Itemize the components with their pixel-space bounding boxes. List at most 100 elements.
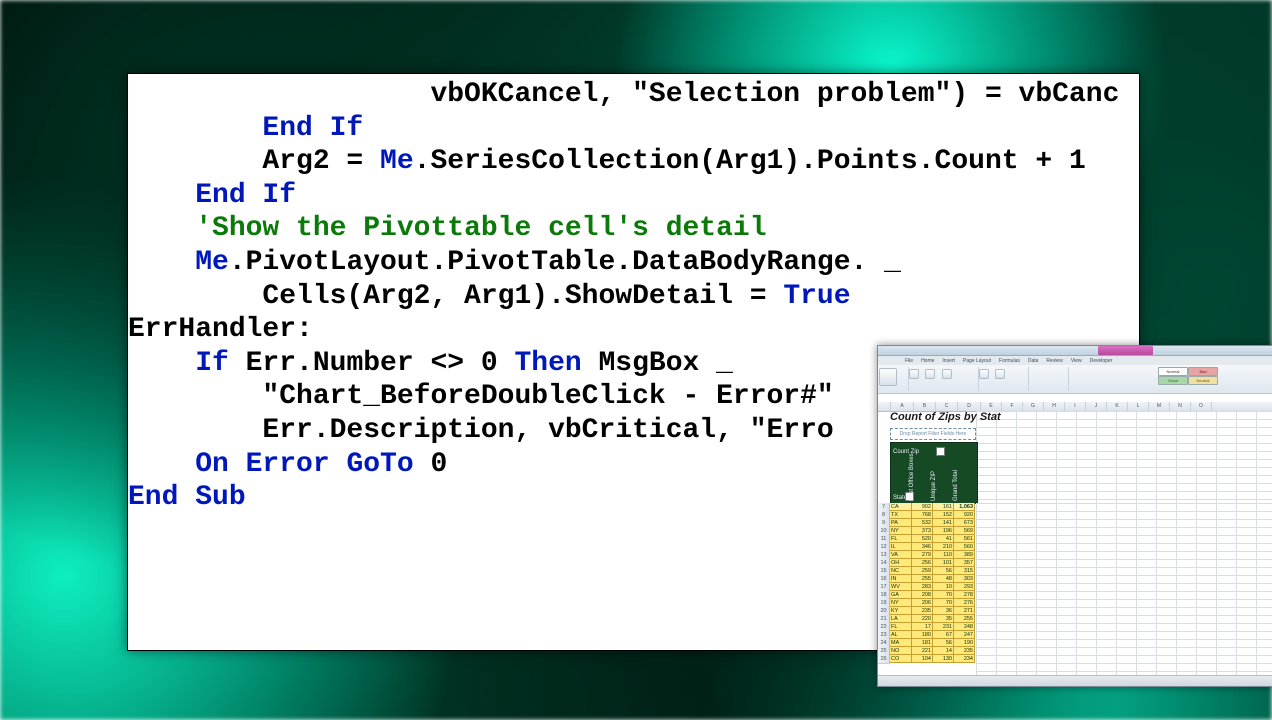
pivot-cell-value[interactable]: 110: [933, 551, 954, 559]
pivot-cell-value[interactable]: 768: [912, 511, 933, 519]
pivot-cell-state[interactable]: IN: [890, 575, 912, 583]
pivot-cell-value[interactable]: 210: [933, 543, 954, 551]
pivot-row[interactable]: 14OH256101357: [890, 559, 976, 567]
pivot-cell-value[interactable]: 920: [954, 511, 975, 519]
column-header-C[interactable]: C: [936, 402, 958, 411]
pivot-cell-state[interactable]: VA: [890, 551, 912, 559]
select-all-corner[interactable]: [878, 402, 891, 411]
pivot-cell-state[interactable]: NC: [890, 567, 912, 575]
pivot-cell-state[interactable]: FL: [890, 535, 912, 543]
ribbon-tab-review[interactable]: Review: [1043, 358, 1065, 364]
align-left-button[interactable]: [979, 369, 989, 379]
pivot-cell-value[interactable]: 256: [912, 559, 933, 567]
pivot-cell-state[interactable]: KY: [890, 607, 912, 615]
pivot-row[interactable]: 23AL18067247: [890, 631, 976, 639]
pivot-row[interactable]: 8TX768152920: [890, 511, 976, 519]
pivot-cell-value[interactable]: 902: [912, 503, 933, 511]
pivot-cell-value[interactable]: 70: [933, 599, 954, 607]
pivot-cell-state[interactable]: NO: [890, 647, 912, 655]
pivot-row[interactable]: 11FL52041561: [890, 535, 976, 543]
pivot-cell-value[interactable]: 231: [933, 623, 954, 631]
ribbon-tab-view[interactable]: View: [1068, 358, 1085, 364]
pivot-row[interactable]: 13VA279110389: [890, 551, 976, 559]
pivot-cell-value[interactable]: 303: [954, 575, 975, 583]
pivot-row[interactable]: 7CA9021611,063: [890, 503, 976, 511]
pivot-cell-value[interactable]: 276: [954, 599, 975, 607]
pivot-row[interactable]: 22FL17231248: [890, 623, 976, 631]
column-header-L[interactable]: L: [1128, 402, 1149, 411]
pivot-cell-value[interactable]: 279: [912, 551, 933, 559]
pivot-cell-value[interactable]: 130: [933, 655, 954, 663]
pivot-cell-value[interactable]: 180: [912, 631, 933, 639]
underline-button[interactable]: [942, 369, 952, 379]
excel-window[interactable]: FileHomeInsertPage LayoutFormulasDataRev…: [877, 345, 1272, 687]
pivot-cell-value[interactable]: 56: [933, 567, 954, 575]
pivot-cell-state[interactable]: NY: [890, 527, 912, 535]
pivot-cell-value[interactable]: 235: [912, 607, 933, 615]
pivot-cell-value[interactable]: 255: [954, 615, 975, 623]
pivot-cell-value[interactable]: 41: [933, 535, 954, 543]
pivot-cell-value[interactable]: 10: [933, 583, 954, 591]
pivot-row[interactable]: 16IN25548303: [890, 575, 976, 583]
pivot-cell-value[interactable]: 673: [954, 519, 975, 527]
pivot-cell-value[interactable]: 70: [933, 591, 954, 599]
pivot-cell-state[interactable]: PA: [890, 519, 912, 527]
worksheet-area[interactable]: ABCDEFGHIJKLMNO Count of Zips by Stat Dr…: [878, 402, 1272, 676]
ribbon-tab-formulas[interactable]: Formulas: [996, 358, 1023, 364]
pivot-row[interactable]: 18GA20870278: [890, 591, 976, 599]
pivot-row[interactable]: 19NY20670276: [890, 599, 976, 607]
pivot-cell-value[interactable]: 255: [912, 575, 933, 583]
pivot-cell-value[interactable]: 36: [933, 607, 954, 615]
bold-button[interactable]: [909, 369, 919, 379]
pivot-cell-value[interactable]: 67: [933, 631, 954, 639]
pivot-cell-value[interactable]: 181: [912, 639, 933, 647]
pivot-cell-value[interactable]: 208: [912, 591, 933, 599]
column-header-M[interactable]: M: [1149, 402, 1170, 411]
pivot-cell-value[interactable]: 293: [954, 583, 975, 591]
pivot-report-filter-dropzone[interactable]: Drop Report Filter Fields Here: [890, 428, 976, 440]
column-header-K[interactable]: K: [1107, 402, 1128, 411]
pivot-cell-value[interactable]: 315: [954, 567, 975, 575]
pivot-cell-value[interactable]: 561: [954, 535, 975, 543]
column-header-E[interactable]: E: [981, 402, 1002, 411]
pivot-cell-value[interactable]: 141: [933, 519, 954, 527]
column-header-H[interactable]: H: [1044, 402, 1065, 411]
pivot-cell-value[interactable]: 271: [954, 607, 975, 615]
pivot-cell-state[interactable]: CO: [890, 655, 912, 663]
pivot-row[interactable]: 25NO22114235: [890, 647, 976, 655]
pivot-row[interactable]: 10NY373196569: [890, 527, 976, 535]
excel-titlebar[interactable]: [878, 346, 1272, 356]
column-header-N[interactable]: N: [1170, 402, 1191, 411]
pivot-cell-value[interactable]: 520: [912, 535, 933, 543]
sheet-tab-bar[interactable]: [878, 675, 1272, 686]
pivot-cell-value[interactable]: 48: [933, 575, 954, 583]
pivot-cell-value[interactable]: 206: [912, 599, 933, 607]
pivot-cell-value[interactable]: 248: [954, 623, 975, 631]
pivot-cell-value[interactable]: 532: [912, 519, 933, 527]
ribbon-tab-data[interactable]: Data: [1025, 358, 1042, 364]
pivot-row[interactable]: 26CO104130234: [890, 655, 976, 663]
ribbon-tabstrip[interactable]: FileHomeInsertPage LayoutFormulasDataRev…: [878, 356, 1272, 365]
pivot-data-body[interactable]: 7CA9021611,0638TX7681529209PA53214167310…: [890, 503, 976, 663]
ribbon-tab-page-layout[interactable]: Page Layout: [960, 358, 994, 364]
paste-button[interactable]: [879, 368, 897, 386]
pivot-row[interactable]: 9PA532141673: [890, 519, 976, 527]
column-header-F[interactable]: F: [1002, 402, 1023, 411]
column-header-O[interactable]: O: [1191, 402, 1212, 411]
ribbon[interactable]: NormalBadGoodNeutral: [878, 365, 1272, 394]
pivot-cell-value[interactable]: 346: [912, 543, 933, 551]
pivot-cell-value[interactable]: 235: [954, 647, 975, 655]
pivot-cell-state[interactable]: LA: [890, 615, 912, 623]
pivot-title-cell[interactable]: Count of Zips by Stat: [890, 411, 1001, 424]
column-header-J[interactable]: J: [1086, 402, 1107, 411]
pivot-row[interactable]: 24MA18156190: [890, 639, 976, 647]
pivot-cell-state[interactable]: TX: [890, 511, 912, 519]
pivot-cell-value[interactable]: 220: [912, 615, 933, 623]
pivot-cell-value[interactable]: 278: [954, 591, 975, 599]
pivot-cell-value[interactable]: 221: [912, 647, 933, 655]
pivot-cell-value[interactable]: 56: [933, 639, 954, 647]
pivot-cell-value[interactable]: 560: [954, 543, 975, 551]
italic-button[interactable]: [925, 369, 935, 379]
pivot-row[interactable]: 20KY23536271: [890, 607, 976, 615]
pivot-cell-value[interactable]: 152: [933, 511, 954, 519]
